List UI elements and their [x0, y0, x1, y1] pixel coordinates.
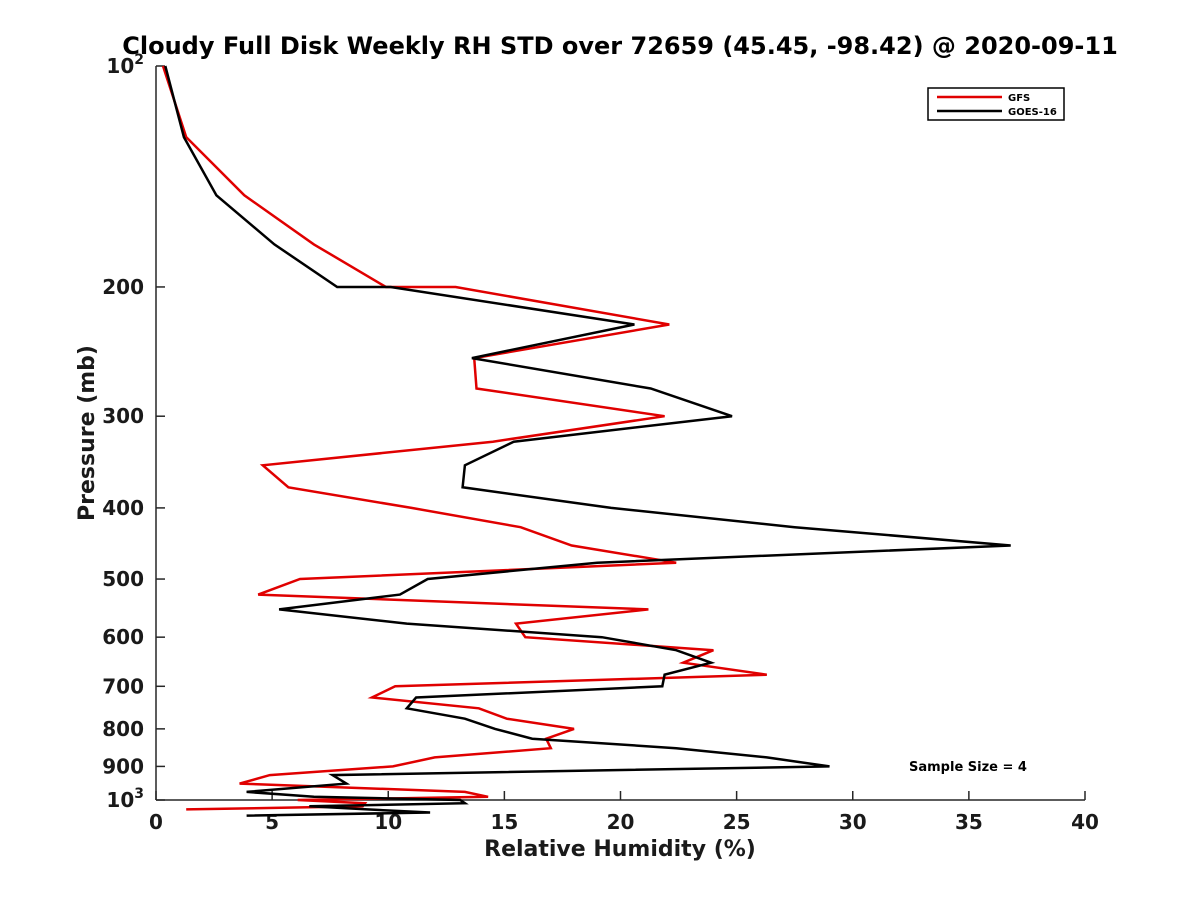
legend: GFS GOES-16 [927, 87, 1065, 121]
x-tick-label: 15 [490, 810, 518, 834]
plot-frame [155, 66, 1085, 801]
x-axis: 0 5 10 15 20 25 30 35 40 [149, 791, 1099, 834]
y-tick-label: 102 [106, 52, 144, 78]
x-axis-label: Relative Humidity (%) [484, 837, 756, 862]
y-axis: 102 200 300 400 500 600 700 800 900 103 [102, 52, 165, 812]
x-tick-label: 20 [607, 810, 635, 834]
y-axis-label: Pressure (mb) [75, 345, 100, 521]
y-tick-label: 400 [102, 496, 144, 520]
legend-box [927, 87, 1065, 121]
y-tick-label: 200 [102, 275, 144, 299]
y-tick-label: 600 [102, 625, 144, 649]
x-tick-label: 30 [839, 810, 867, 834]
x-tick-label: 0 [149, 810, 163, 834]
y-tick-label: 900 [102, 754, 144, 778]
legend-label-gfs: GFS [1008, 93, 1030, 104]
y-tick-label: 800 [102, 717, 144, 741]
series-line-goes16 [164, 65, 1011, 817]
x-tick-label: 35 [955, 810, 983, 834]
chart-title: Cloudy Full Disk Weekly RH STD over 7265… [122, 32, 1118, 60]
y-tick-label: 500 [102, 567, 144, 591]
series-group [161, 65, 1011, 817]
x-tick-label: 5 [265, 810, 279, 834]
x-tick-label: 25 [723, 810, 751, 834]
series-line-gfs [161, 65, 767, 811]
x-tick-label: 40 [1071, 810, 1099, 834]
sample-size-annotation: Sample Size = 4 [909, 760, 1027, 775]
y-tick-label: 103 [106, 786, 144, 812]
y-tick-label: 300 [102, 404, 144, 428]
legend-label-goes16: GOES-16 [1008, 107, 1057, 118]
y-tick-label: 700 [102, 674, 144, 698]
